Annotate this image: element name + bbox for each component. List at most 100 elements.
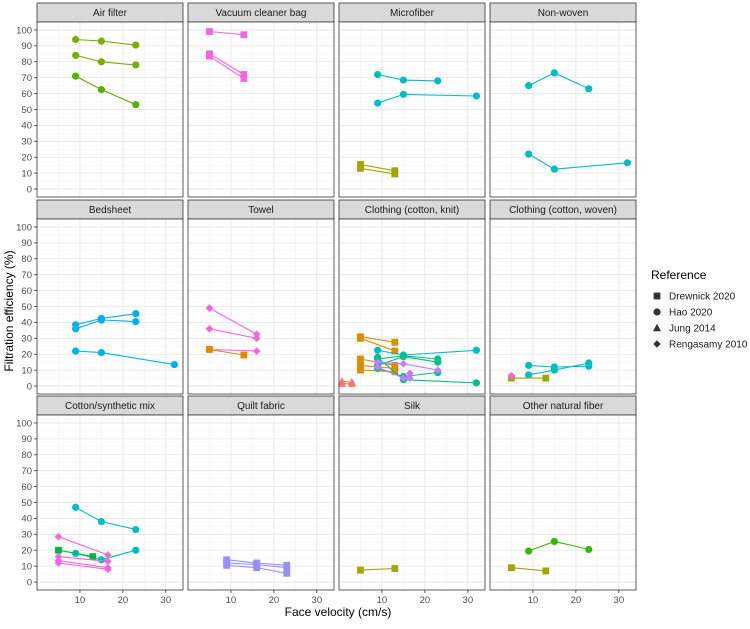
data-point (585, 85, 593, 93)
data-point (338, 379, 347, 387)
data-point (406, 374, 414, 382)
data-point (357, 361, 364, 369)
data-point (132, 318, 140, 326)
y-tick-label: 30 (21, 137, 32, 148)
data-point (472, 92, 481, 100)
data-point (97, 316, 106, 324)
x-tick-label: 30 (463, 595, 474, 606)
series-line (209, 307, 257, 335)
x-tick-label: 20 (571, 595, 582, 606)
facet-panel: Other natural fiber 10 20 30 (489, 395, 637, 606)
data-point (391, 565, 399, 572)
data-point (54, 552, 63, 561)
panel-border (187, 21, 335, 198)
data-point (357, 366, 364, 374)
facet-title: Non-woven (538, 8, 589, 19)
facet-panel: Clothing (cotton, woven) (489, 199, 637, 395)
facet-title: Air filter (93, 8, 128, 19)
series-line (209, 328, 257, 339)
panel-border (338, 21, 486, 198)
series-line (58, 536, 109, 556)
y-tick-label: 60 (21, 482, 32, 493)
y-tick-label: 50 (21, 302, 32, 313)
data-point (623, 159, 632, 167)
x-axis-title: Face velocity (cm/s) (285, 605, 392, 619)
y-tick-label: 70 (21, 73, 32, 84)
legend-title: Reference (651, 268, 707, 282)
data-point (550, 366, 559, 374)
data-point (205, 324, 214, 333)
data-point (399, 76, 408, 84)
data-point (97, 556, 106, 564)
data-point (406, 369, 414, 378)
legend-label: Rengasamy 2010 (669, 340, 748, 351)
data-point (373, 358, 382, 366)
facet-panel: Quilt fabric 10 20 30 (187, 395, 335, 606)
legend: Reference Drewnick 2020 Hao 2020 Jung 2014… (651, 268, 748, 351)
data-point (104, 565, 112, 574)
y-tick-label: 70 (21, 270, 32, 281)
y-tick-label: 20 (21, 153, 32, 164)
data-point (240, 351, 248, 359)
data-point (252, 347, 261, 355)
y-tick-label: 70 (21, 466, 32, 477)
y-tick-label: 50 (21, 498, 32, 509)
data-point (391, 170, 399, 178)
data-point (206, 52, 213, 60)
data-point (240, 31, 248, 39)
data-point (357, 355, 364, 363)
y-tick-label: 100 (16, 25, 32, 36)
x-tick-label: 30 (312, 595, 323, 606)
data-point (132, 546, 140, 554)
x-tick-label: 10 (377, 595, 388, 606)
facet-title: Cotton/synthetic mix (65, 401, 155, 412)
data-point (97, 58, 106, 66)
x-tick-label: 30 (614, 595, 625, 606)
data-point (104, 557, 112, 566)
data-point (170, 360, 179, 369)
data-point (525, 150, 533, 158)
y-tick-label: 90 (21, 238, 32, 249)
series-line (209, 55, 245, 79)
data-point (72, 72, 80, 80)
data-point (72, 35, 80, 44)
data-point (132, 41, 140, 49)
legend-label: Drewnick 2020 (669, 292, 736, 303)
data-point (472, 346, 481, 354)
facet-title: Quilt fabric (237, 401, 285, 412)
data-point (391, 347, 399, 355)
series-line (511, 567, 546, 572)
panel-border (187, 414, 335, 591)
data-point (585, 545, 593, 554)
panel-border (489, 218, 637, 395)
data-point (434, 77, 442, 85)
series-line (58, 556, 108, 562)
data-point (374, 99, 382, 107)
data-point (399, 359, 408, 368)
facet-title: Clothing (cotton, woven) (509, 205, 617, 216)
panel-border (489, 414, 637, 591)
facet-title: Towel (248, 205, 274, 216)
data-point (72, 347, 80, 355)
data-point (72, 325, 80, 333)
facet-title: Other natural fiber (523, 401, 604, 412)
facet-panel: Vacuum cleaner bag (187, 2, 335, 198)
data-point (550, 537, 559, 546)
data-point (507, 371, 516, 380)
series-line (360, 163, 395, 172)
data-point (525, 82, 533, 90)
series-line (58, 549, 93, 558)
data-point (525, 547, 533, 555)
y-tick-label: 100 (16, 222, 32, 233)
facet-panel: Cotton/synthetic mix 0 10 20 30 40 50 60 70 80 90 1… (16, 395, 184, 606)
panel-border (338, 218, 486, 395)
data-point (283, 564, 291, 572)
y-tick-label: 60 (21, 89, 32, 100)
series-line (58, 560, 108, 569)
y-tick-label: 10 (21, 168, 32, 179)
y-tick-label: 100 (16, 418, 32, 429)
y-tick-label: 80 (21, 450, 32, 461)
data-point (240, 71, 248, 78)
data-point (472, 379, 481, 387)
